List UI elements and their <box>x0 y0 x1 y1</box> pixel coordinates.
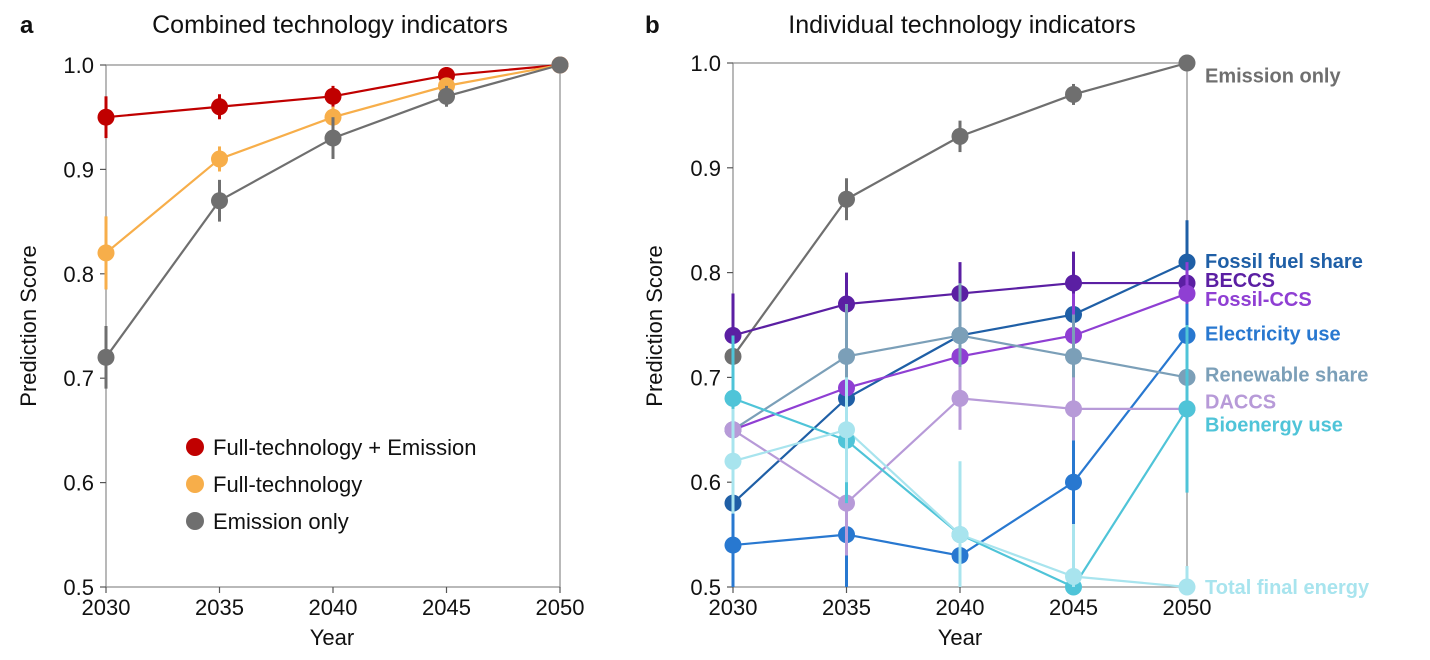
series-label-electricity-use: Electricity use <box>1205 323 1341 345</box>
data-point-emission-only <box>1065 85 1082 103</box>
data-point-daccs <box>951 389 969 407</box>
data-point-emission-only <box>838 190 855 208</box>
data-point-renewable-share <box>838 347 855 365</box>
legend-label-full-technology: Full-technology <box>213 472 362 497</box>
series-label-total-final-energy: Total final energy <box>1205 577 1370 599</box>
panel-b-letter: b <box>645 12 660 39</box>
data-point-electricity-use <box>1065 473 1082 491</box>
data-point-bioenergy-use <box>724 389 742 407</box>
legend-label-emission-only: Emission only <box>213 509 349 534</box>
legend-marker-full-technology <box>186 475 204 493</box>
legend-marker-full-technology-emission <box>186 438 204 456</box>
data-point-renewable-share <box>951 326 969 344</box>
data-point-total-final-energy <box>951 526 969 544</box>
panel-b-x-axis-label: Year <box>938 625 982 650</box>
x-tick-label: 2040 <box>309 595 358 620</box>
series-label-fossil-fuel-share: Fossil fuel share <box>1205 251 1363 273</box>
y-tick-label: 0.7 <box>690 365 721 390</box>
panel-a-y-axis-label: Prediction Score <box>16 245 41 406</box>
x-tick-label: 2050 <box>536 595 585 620</box>
data-point-total-final-energy <box>724 452 742 470</box>
series-label-beccs: BECCS <box>1205 270 1275 292</box>
panel-b-plot-area: 0.5 0.6 0.7 0.8 0.9 1.0 2030 2035 2040 2045 2050 <box>690 51 1211 620</box>
panel-b-y-axis-label: Prediction Score <box>642 245 667 406</box>
data-point-full-technology-emission <box>211 98 228 116</box>
data-point-emission-only <box>951 127 969 145</box>
y-tick-label: 0.7 <box>63 366 94 391</box>
x-tick-label: 2035 <box>195 595 244 620</box>
data-point-electricity-use <box>724 536 742 554</box>
y-tick-label: 1.0 <box>690 51 721 76</box>
x-tick-label: 2040 <box>936 595 985 620</box>
panel-a-title: Combined technology indicators <box>152 11 508 39</box>
panel-b-series-labels: Emission only Fossil fuel shareBECCSFossi… <box>1205 66 1370 599</box>
series-label-daccs: DACCS <box>1205 392 1276 414</box>
data-point-daccs <box>1065 400 1082 418</box>
panel-a: a Combined technology indicators 0.50.60… <box>16 11 584 650</box>
x-tick-label: 2030 <box>82 595 131 620</box>
data-point-total-final-energy <box>1178 578 1196 596</box>
data-point-emission-only <box>211 192 228 210</box>
y-tick-label: 0.8 <box>63 262 94 287</box>
data-point-full-technology-emission <box>97 108 115 126</box>
panel-a-x-axis-label: Year <box>310 625 354 650</box>
y-tick-label: 0.8 <box>690 261 721 286</box>
data-point-emission-only <box>324 129 342 147</box>
data-point-full-technology <box>211 150 228 168</box>
data-point-fossil-ccs <box>1178 285 1196 303</box>
y-tick-label: 0.6 <box>63 471 94 496</box>
x-tick-label: 2045 <box>1049 595 1098 620</box>
panel-b-title: Individual technology indicators <box>788 11 1135 39</box>
x-tick-label: 2030 <box>709 595 758 620</box>
data-point-total-final-energy <box>1065 568 1082 586</box>
data-point-total-final-energy <box>838 421 855 439</box>
y-tick-label: 0.5 <box>690 575 721 600</box>
x-tick-label: 2050 <box>1163 595 1212 620</box>
data-point-beccs <box>1065 274 1082 292</box>
data-point-emission-only <box>551 56 569 74</box>
series-label-fossil-ccs: Fossil-CCS <box>1205 289 1312 311</box>
y-tick-label: 0.9 <box>63 157 94 182</box>
data-point-full-technology <box>97 244 115 262</box>
data-point-emission-only <box>1178 54 1196 72</box>
panel-b: b Individual technology indicators 0.50.… <box>642 11 1370 650</box>
data-point-emission-only <box>438 87 455 105</box>
series-label-bioenergy-use: Bioenergy use <box>1205 415 1343 437</box>
legend-marker-emission-only <box>186 512 204 530</box>
legend-label-full-technology-emission: Full-technology + Emission <box>213 435 477 460</box>
series-label-emission-only: Emission only <box>1205 66 1341 88</box>
y-tick-label: 1.0 <box>63 53 94 78</box>
x-tick-label: 2035 <box>822 595 871 620</box>
data-point-emission-only <box>97 348 115 366</box>
panel-a-letter: a <box>20 12 34 39</box>
y-tick-label: 0.6 <box>690 470 721 495</box>
panel-a-plot-area: 0.5 0.6 0.7 0.8 0.9 1.0 2030 2035 2040 2045 2050 <box>63 53 584 620</box>
data-point-bioenergy-use <box>1178 400 1196 418</box>
y-tick-label: 0.9 <box>690 156 721 181</box>
data-point-full-technology-emission <box>324 87 342 105</box>
x-tick-label: 2045 <box>422 595 471 620</box>
y-tick-label: 0.5 <box>63 575 94 600</box>
data-point-renewable-share <box>1065 347 1082 365</box>
series-label-renewable-share: Renewable share <box>1205 364 1368 386</box>
panel-a-legend: Full-technology + Emission Full-technolo… <box>186 435 477 534</box>
